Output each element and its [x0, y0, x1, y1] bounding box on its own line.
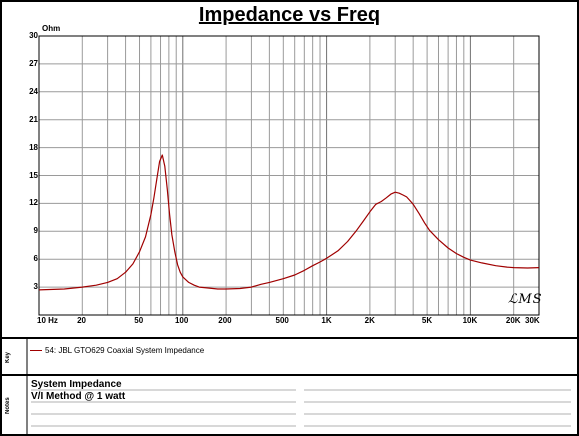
x-tick-label: 200 [218, 316, 232, 325]
x-tick-label: 2K [364, 316, 375, 325]
y-tick-label: 30 [29, 31, 38, 40]
x-tick-label: 100 [174, 316, 189, 325]
x-tick-label: 10 Hz [37, 316, 58, 325]
y-tick-label: 15 [29, 170, 38, 180]
x-tick-label: 50 [134, 316, 144, 325]
x-tick-label: 30K [525, 316, 540, 325]
notes-line-1: System Impedance [31, 379, 122, 390]
legend-side-label: Key [5, 351, 11, 363]
y-tick-label: 21 [29, 114, 38, 124]
y-axis-label: Ohm [42, 24, 61, 33]
x-tick-label: 1K [321, 316, 332, 325]
x-tick-label: 5K [421, 316, 433, 325]
lms-logo: ℒMS [508, 292, 543, 307]
y-tick-label: 24 [29, 86, 38, 96]
notes-line-2: V/I Method @ 1 watt [31, 391, 126, 402]
y-tick-label: 12 [29, 198, 38, 208]
y-tick-label: 27 [29, 58, 38, 68]
y-tick-label: 9 [33, 226, 38, 236]
x-tick-label: 500 [275, 316, 289, 325]
y-tick-label: 3 [33, 282, 38, 292]
legend-entry: 54: JBL GTO629 Coaxial System Impedance [30, 346, 204, 355]
y-tick-label: 18 [29, 142, 38, 152]
x-tick-label: 10K [462, 316, 478, 325]
notes-side-label: Notes [5, 397, 11, 415]
legend-swatch [30, 350, 42, 352]
legend-entry-text: 54: JBL GTO629 Coaxial System Impedance [45, 346, 205, 355]
x-tick-label: 20 [77, 316, 86, 325]
x-tick-label: 20K [505, 316, 521, 325]
y-tick-label: 6 [33, 254, 38, 264]
plot-area [38, 35, 540, 316]
impedance-series-line [38, 154, 540, 291]
chart-title: Impedance vs Freq [198, 4, 381, 26]
